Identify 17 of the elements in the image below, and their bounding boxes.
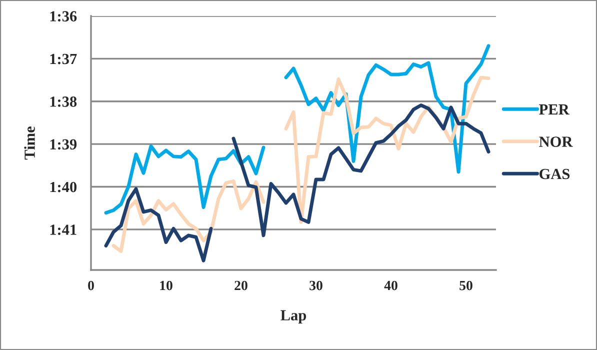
y-tick-label: 1:39 (50, 139, 77, 150)
x-tick-label: 20 (234, 280, 248, 290)
y-tick-label: 1:37 (50, 54, 77, 64)
x-tick-label: 40 (384, 280, 398, 290)
y-tick-label: 1:36 (50, 11, 77, 22)
y-tick-label: 1:41 (50, 224, 76, 235)
legend-label: GAS (540, 168, 570, 180)
x-tick-label: 10 (160, 280, 172, 290)
x-tick-label: 0 (88, 280, 94, 290)
x-tick-label: 50 (460, 280, 472, 290)
x-axis-title: Lap (280, 310, 306, 324)
x-tick-label: 30 (310, 280, 322, 290)
y-tick-label: 1:40 (50, 182, 77, 192)
legend-label: PER (539, 104, 570, 114)
legend-label: NOR (539, 136, 573, 147)
y-tick-label: 1:38 (50, 96, 77, 107)
y-axis-title: Time (24, 126, 35, 160)
